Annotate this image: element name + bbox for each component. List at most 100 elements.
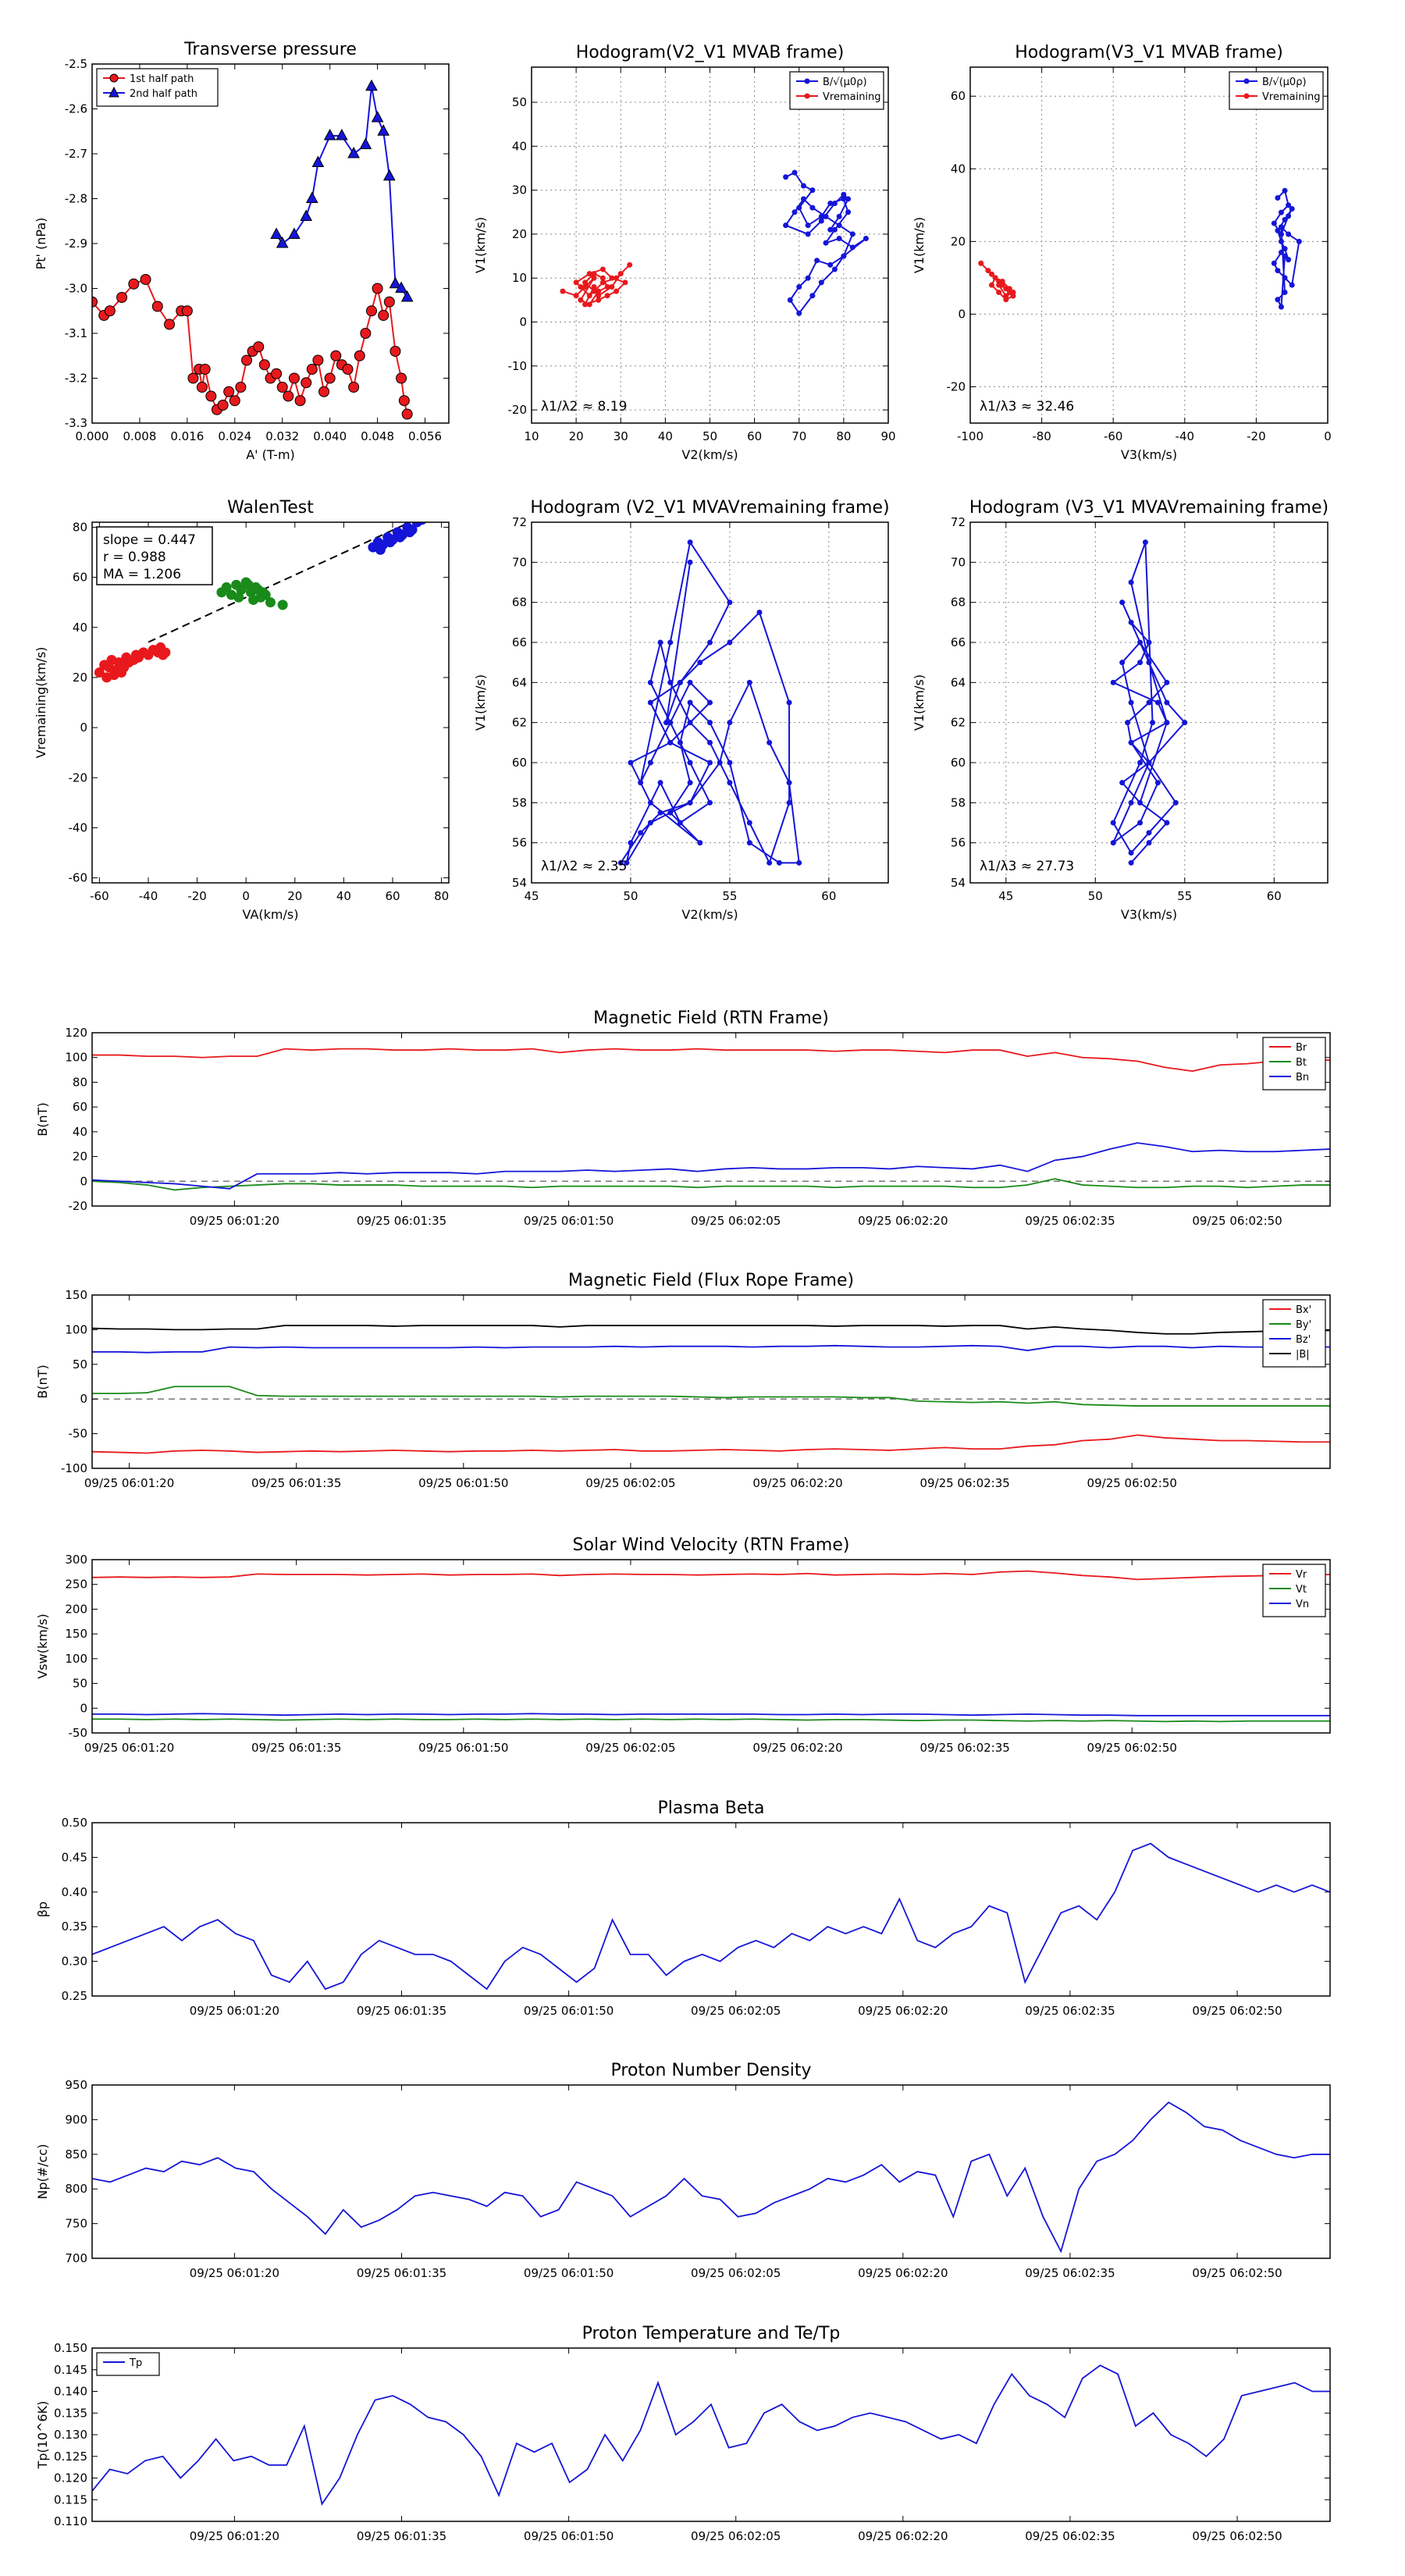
data-point bbox=[199, 364, 211, 375]
data-point bbox=[1286, 257, 1292, 263]
data-point bbox=[258, 587, 269, 598]
data-point bbox=[573, 293, 579, 299]
data-point bbox=[1289, 282, 1295, 288]
data-point bbox=[347, 146, 360, 158]
series-line bbox=[92, 1713, 1330, 1717]
data-point bbox=[849, 244, 855, 251]
panel-hodo_v3v1_mvav: Hodogram (V3_V1 MVAVremaining frame) 54 56… bbox=[912, 498, 1329, 922]
series-Vremaining bbox=[560, 262, 633, 308]
y-tick-label: 40 bbox=[73, 1125, 87, 1139]
y-tick-label: -2.9 bbox=[65, 237, 87, 251]
x-tick-label: 09/25 06:01:35 bbox=[251, 1476, 341, 1490]
x-tick-label: 80 bbox=[836, 429, 851, 443]
y-tick-label: -2.7 bbox=[65, 147, 87, 161]
plot-area bbox=[92, 1048, 1330, 1191]
y-tick-label: 0.40 bbox=[62, 1885, 87, 1899]
y-axis-label: Vremaining(km/s) bbox=[34, 647, 48, 759]
data-point bbox=[582, 301, 589, 308]
data-point bbox=[1278, 304, 1284, 310]
data-point bbox=[323, 128, 336, 141]
y-tick-label: 0.35 bbox=[62, 1920, 87, 1934]
y-tick-label: 0.125 bbox=[54, 2450, 87, 2464]
data-point bbox=[796, 283, 802, 290]
y-tick-label: 0.45 bbox=[62, 1850, 87, 1864]
data-point bbox=[717, 760, 723, 766]
y-tick-label: -50 bbox=[69, 1427, 88, 1441]
plot-area bbox=[92, 2364, 1330, 2507]
data-point bbox=[831, 226, 838, 233]
data-point bbox=[614, 275, 620, 281]
data-point bbox=[599, 279, 606, 286]
data-point bbox=[164, 318, 176, 330]
annotation: r = 0.988 bbox=[103, 550, 166, 565]
data-point bbox=[1006, 286, 1012, 292]
data-point bbox=[746, 820, 752, 826]
data-point bbox=[404, 527, 415, 538]
data-point bbox=[591, 275, 597, 281]
data-point bbox=[276, 382, 288, 393]
data-point bbox=[1286, 213, 1292, 219]
x-tick-label: 09/25 06:01:20 bbox=[190, 2266, 279, 2280]
series-blue bbox=[92, 1842, 1330, 1991]
data-point bbox=[727, 780, 733, 786]
y-tick-label: 30 bbox=[512, 183, 527, 197]
data-point bbox=[786, 699, 792, 706]
data-point bbox=[396, 372, 407, 384]
data-point bbox=[578, 297, 584, 303]
y-tick-label: -10 bbox=[508, 359, 528, 373]
series-B/√(μ0ρ) bbox=[783, 169, 869, 316]
data-point bbox=[845, 196, 852, 202]
y-tick-label: 0 bbox=[958, 307, 966, 321]
data-point bbox=[1278, 238, 1284, 244]
data-point bbox=[800, 196, 806, 202]
data-point bbox=[627, 262, 633, 268]
chart-title: Hodogram (V3_V1 MVAVremaining frame) bbox=[969, 498, 1329, 518]
data-point bbox=[372, 283, 383, 294]
data-point bbox=[599, 275, 606, 281]
x-tick-label: 0.056 bbox=[408, 429, 442, 443]
x-tick-label: 40 bbox=[658, 429, 673, 443]
series-Vremaining bbox=[978, 260, 1016, 303]
chart-title: Hodogram(V2_V1 MVAB frame) bbox=[576, 43, 845, 62]
series-line bbox=[784, 171, 867, 315]
x-tick-label: 90 bbox=[880, 429, 895, 443]
y-tick-label: 150 bbox=[65, 1288, 87, 1302]
legend-label: Bx' bbox=[1296, 1304, 1311, 1316]
data-point bbox=[823, 240, 829, 246]
data-point bbox=[311, 155, 325, 167]
data-point bbox=[294, 395, 306, 407]
chart-title: Proton Temperature and Te/Tp bbox=[582, 2324, 841, 2343]
y-tick-label: 0.145 bbox=[54, 2363, 87, 2377]
data-point bbox=[1172, 799, 1179, 806]
data-point bbox=[1125, 720, 1131, 726]
data-point bbox=[667, 809, 674, 816]
data-point bbox=[223, 386, 235, 397]
data-point bbox=[1164, 820, 1170, 826]
y-tick-label: 40 bbox=[73, 621, 87, 635]
data-point bbox=[978, 260, 984, 266]
data-point bbox=[599, 266, 606, 272]
y-tick-label: -60 bbox=[69, 871, 88, 885]
data-point bbox=[318, 386, 330, 397]
x-tick-label: -80 bbox=[1032, 429, 1051, 443]
data-point bbox=[707, 639, 713, 646]
data-point bbox=[1282, 289, 1288, 295]
data-point bbox=[805, 222, 811, 229]
legend: Tp bbox=[96, 2352, 160, 2376]
legend: 1st half path 2nd half path bbox=[96, 68, 219, 107]
data-point bbox=[1282, 187, 1288, 194]
data-point bbox=[667, 639, 674, 646]
x-tick-label: 09/25 06:02:35 bbox=[1025, 2529, 1115, 2543]
y-tick-label: 56 bbox=[512, 836, 527, 850]
x-tick-label: 60 bbox=[385, 889, 400, 903]
data-point bbox=[116, 667, 127, 678]
data-point bbox=[827, 201, 834, 207]
data-point bbox=[596, 288, 602, 294]
data-point bbox=[233, 592, 244, 603]
data-point bbox=[609, 283, 615, 290]
data-point bbox=[707, 739, 713, 745]
x-tick-label: 09/25 06:02:35 bbox=[919, 1476, 1009, 1490]
y-tick-label: -20 bbox=[69, 1199, 88, 1213]
x-tick-label: 0.000 bbox=[76, 429, 109, 443]
y-tick-label: 68 bbox=[512, 596, 527, 610]
